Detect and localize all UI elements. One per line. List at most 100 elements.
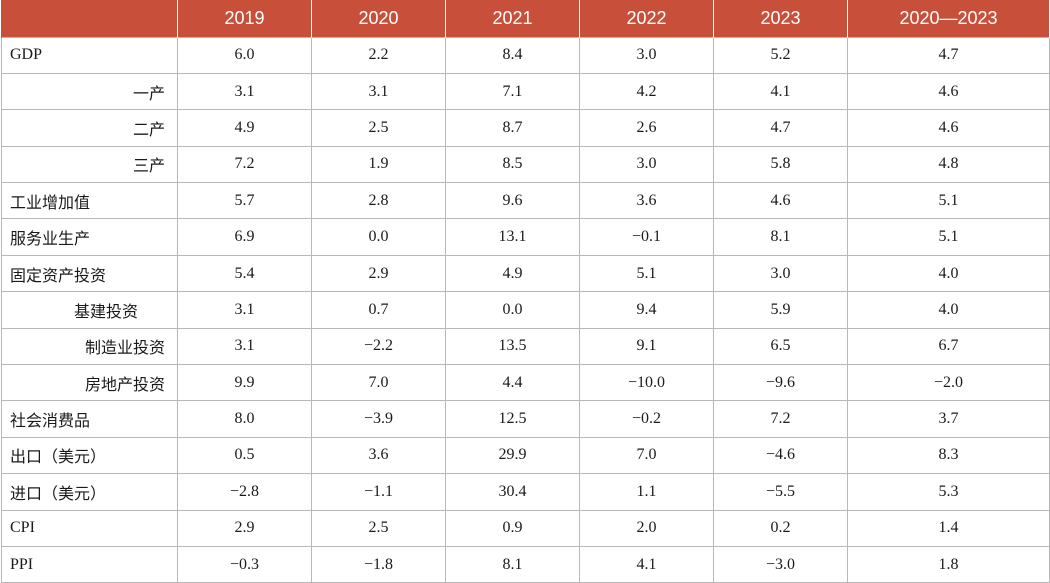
table-row: 出口（美元） 0.5 3.6 29.9 7.0 −4.6 8.3 (1, 436, 1050, 475)
table-cell: 6.0 (177, 36, 312, 74)
table-row: CPI 2.9 2.5 0.9 2.0 0.2 1.4 (1, 509, 1050, 547)
table-cell: 0.7 (311, 291, 446, 329)
table-cell: 5.1 (847, 218, 1050, 256)
table-cell: −3.0 (713, 545, 848, 583)
header-corner (1, 0, 178, 37)
row-label: CPI (1, 509, 178, 547)
table-cell: −9.6 (713, 364, 848, 402)
header-2023: 2023 (713, 0, 848, 37)
table-cell: 3.1 (177, 291, 312, 329)
table-cell: −2.0 (847, 364, 1050, 402)
table-cell: 5.8 (713, 145, 848, 184)
table-row: 二产 4.9 2.5 8.7 2.6 4.7 4.6 (1, 109, 1050, 147)
table-cell: 2.9 (177, 509, 312, 547)
table-cell: 12.5 (445, 400, 580, 438)
row-label: 三产 (1, 145, 178, 184)
table-cell: 5.4 (177, 254, 312, 293)
table-cell: 4.6 (713, 182, 848, 220)
table-cell: 4.1 (713, 72, 848, 111)
table-header: 2019 2020 2021 2022 2023 2020—2023 (1, 0, 1050, 37)
table-cell: 9.4 (579, 291, 714, 329)
table-cell: 4.9 (177, 109, 312, 147)
row-label: GDP (1, 36, 178, 74)
table-cell: 13.5 (445, 327, 580, 366)
table-cell: 7.2 (713, 400, 848, 438)
header-2019: 2019 (177, 0, 312, 37)
table-cell: −4.6 (713, 436, 848, 475)
table-cell: −1.1 (311, 473, 446, 511)
table-cell: 9.9 (177, 364, 312, 402)
table-cell: −1.8 (311, 545, 446, 583)
table-cell: 2.8 (311, 182, 446, 220)
table-cell: 5.9 (713, 291, 848, 329)
table-cell: 7.0 (579, 436, 714, 475)
table-cell: 5.2 (713, 36, 848, 74)
table-cell: 7.0 (311, 364, 446, 402)
row-label: 出口（美元） (1, 436, 178, 475)
row-label: 社会消费品 (1, 400, 178, 438)
row-label: 二产 (1, 109, 178, 147)
table-cell: 5.3 (847, 473, 1050, 511)
table-cell: 8.5 (445, 145, 580, 184)
table-cell: 3.1 (311, 72, 446, 111)
row-label: PPI (1, 545, 178, 583)
table-cell: −0.2 (579, 400, 714, 438)
table-cell: −0.3 (177, 545, 312, 583)
table-cell: 8.4 (445, 36, 580, 74)
header-2022: 2022 (579, 0, 714, 37)
table-cell: 8.7 (445, 109, 580, 147)
table-cell: 0.9 (445, 509, 580, 547)
row-label: 制造业投资 (1, 327, 178, 366)
table-cell: 3.6 (311, 436, 446, 475)
row-label: 房地产投资 (1, 364, 178, 402)
table-cell: 8.0 (177, 400, 312, 438)
table-row: 基建投资 3.1 0.7 0.0 9.4 5.9 4.0 (1, 291, 1050, 329)
table-cell: 4.6 (847, 72, 1050, 111)
table-cell: 7.1 (445, 72, 580, 111)
table-cell: 4.7 (847, 36, 1050, 74)
row-label: 工业增加值 (1, 182, 178, 220)
table-cell: 4.9 (445, 254, 580, 293)
header-2020-2023: 2020—2023 (847, 0, 1050, 37)
table-cell: 2.0 (579, 509, 714, 547)
table-cell: 5.1 (579, 254, 714, 293)
table-cell: 5.1 (847, 182, 1050, 220)
table-cell: 9.1 (579, 327, 714, 366)
table-cell: 0.0 (445, 291, 580, 329)
table-cell: 8.1 (445, 545, 580, 583)
row-label: 进口（美元） (1, 473, 178, 511)
table-cell: 3.0 (579, 145, 714, 184)
table-cell: 1.8 (847, 545, 1050, 583)
table-body: GDP 6.0 2.2 8.4 3.0 5.2 4.7 一产 3.1 3.1 7… (1, 36, 1050, 583)
table-cell: 3.1 (177, 327, 312, 366)
table-cell: 4.0 (847, 254, 1050, 293)
table-cell: 4.7 (713, 109, 848, 147)
table-cell: 3.0 (579, 36, 714, 74)
table-cell: 3.1 (177, 72, 312, 111)
table-cell: 4.4 (445, 364, 580, 402)
table-cell: −3.9 (311, 400, 446, 438)
table-cell: 9.6 (445, 182, 580, 220)
table-cell: 30.4 (445, 473, 580, 511)
table-cell: 4.2 (579, 72, 714, 111)
table-cell: 13.1 (445, 218, 580, 256)
table-cell: −0.1 (579, 218, 714, 256)
table-row: 服务业生产 6.9 0.0 13.1 −0.1 8.1 5.1 (1, 218, 1050, 256)
row-label: 固定资产投资 (1, 254, 178, 293)
table-cell: 3.0 (713, 254, 848, 293)
row-label: 服务业生产 (1, 218, 178, 256)
table-row: GDP 6.0 2.2 8.4 3.0 5.2 4.7 (1, 36, 1050, 74)
table-row: PPI −0.3 −1.8 8.1 4.1 −3.0 1.8 (1, 545, 1050, 583)
header-2021: 2021 (445, 0, 580, 37)
table-cell: 2.9 (311, 254, 446, 293)
table-row: 三产 7.2 1.9 8.5 3.0 5.8 4.8 (1, 145, 1050, 184)
table-cell: 6.5 (713, 327, 848, 366)
table-row: 房地产投资 9.9 7.0 4.4 −10.0 −9.6 −2.0 (1, 364, 1050, 402)
table-cell: 2.5 (311, 109, 446, 147)
table-cell: 7.2 (177, 145, 312, 184)
table-cell: 29.9 (445, 436, 580, 475)
table-cell: 4.1 (579, 545, 714, 583)
table-cell: 0.5 (177, 436, 312, 475)
row-label: 基建投资 (1, 291, 178, 329)
